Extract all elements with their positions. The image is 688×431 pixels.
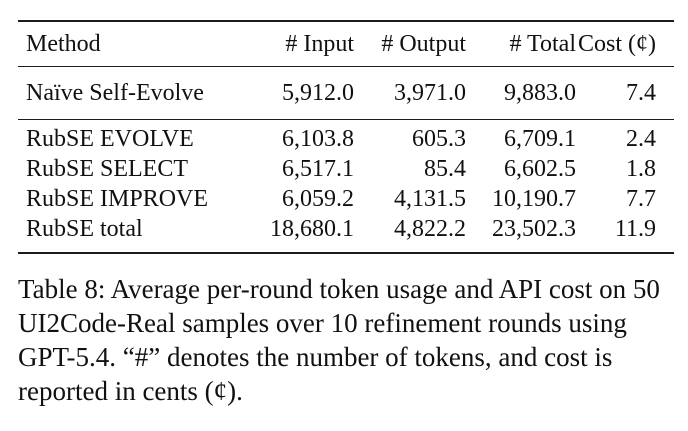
table-row: Naïve Self-Evolve 5,912.0 3,971.0 9,883.… xyxy=(18,67,674,119)
header-row: Method # Input # Output # Total Cost (¢) xyxy=(18,22,674,66)
row-method: RubSE IMPROVE xyxy=(26,186,209,212)
row-method: RubSE SELECT xyxy=(26,156,189,182)
table-row: RubSE EVOLVE 6,103.8 605.3 6,709.1 2.4 xyxy=(18,120,674,154)
top-rule xyxy=(18,20,674,22)
row-output: 4,822.2 xyxy=(394,216,466,242)
row-output: 85.4 xyxy=(424,156,466,182)
row-input: 6,059.2 xyxy=(282,186,354,212)
row-total: 6,709.1 xyxy=(504,126,576,152)
row-method: RubSE EVOLVE xyxy=(26,126,194,152)
baseline-group: Naïve Self-Evolve 5,912.0 3,971.0 9,883.… xyxy=(18,67,674,119)
row-total: 6,602.5 xyxy=(504,156,576,182)
row-output: 3,971.0 xyxy=(394,80,466,106)
group-rule xyxy=(18,119,674,120)
row-cost: 11.9 xyxy=(614,216,656,242)
rubse-group: RubSE EVOLVE 6,103.8 605.3 6,709.1 2.4 R… xyxy=(18,120,674,252)
table-row: RubSE SELECT 6,517.1 85.4 6,602.5 1.8 xyxy=(18,154,674,184)
bottom-rule xyxy=(18,252,674,254)
row-input: 18,680.1 xyxy=(270,216,354,242)
row-output: 4,131.5 xyxy=(394,186,466,212)
row-total: 10,190.7 xyxy=(492,186,576,212)
row-output: 605.3 xyxy=(412,126,466,152)
row-method: Naïve Self-Evolve xyxy=(26,80,204,106)
row-cost: 1.8 xyxy=(626,156,656,182)
row-total: 23,502.3 xyxy=(492,216,576,242)
row-input: 6,517.1 xyxy=(282,156,354,182)
header-input: # Input xyxy=(285,31,354,57)
row-input: 6,103.8 xyxy=(282,126,354,152)
row-total: 9,883.0 xyxy=(504,80,576,106)
header-rule xyxy=(18,66,674,67)
header-total: # Total xyxy=(509,31,576,57)
row-cost: 2.4 xyxy=(626,126,656,152)
header-cost: Cost (¢) xyxy=(578,31,656,57)
header-output: # Output xyxy=(381,31,466,57)
table-caption: Table 8: Average per-round token usage a… xyxy=(18,274,660,406)
row-input: 5,912.0 xyxy=(282,80,354,106)
row-cost: 7.4 xyxy=(626,80,656,106)
header-table: Method # Input # Output # Total Cost (¢) xyxy=(18,22,674,66)
table-row: RubSE IMPROVE 6,059.2 4,131.5 10,190.7 7… xyxy=(18,184,674,214)
row-method: RubSE total xyxy=(26,216,143,242)
table-row: RubSE total 18,680.1 4,822.2 23,502.3 11… xyxy=(18,214,674,252)
row-cost: 7.7 xyxy=(626,186,656,212)
token-usage-table-container: Method # Input # Output # Total Cost (¢)… xyxy=(18,20,674,254)
header-method: Method xyxy=(26,31,101,57)
